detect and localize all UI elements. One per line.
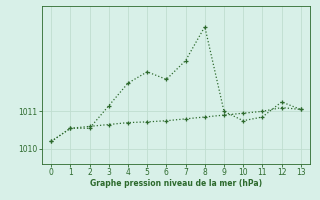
X-axis label: Graphe pression niveau de la mer (hPa): Graphe pression niveau de la mer (hPa) — [90, 179, 262, 188]
